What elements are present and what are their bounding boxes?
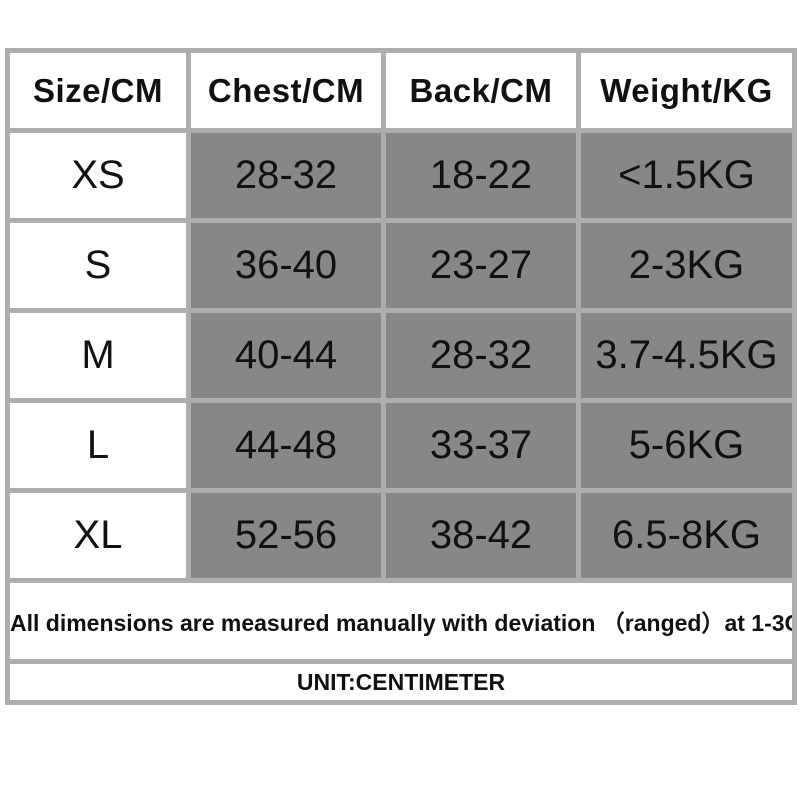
- chest-value: 40-44: [186, 308, 386, 403]
- deviation-notice-text: All dimensions are measured manually wit…: [5, 578, 797, 664]
- back-value: 23-27: [381, 218, 581, 313]
- table-row-xl: XL 52-56 38-42 6.5-8KG: [5, 488, 797, 583]
- weight-value: 3.7-4.5KG: [576, 308, 797, 403]
- weight-value: 5-6KG: [576, 398, 797, 493]
- header-size: Size/CM: [5, 48, 191, 133]
- header-row: Size/CM Chest/CM Back/CM Weight/KG: [5, 48, 797, 133]
- size-label: XS: [5, 128, 191, 223]
- table-row-m: M 40-44 28-32 3.7-4.5KG: [5, 308, 797, 403]
- size-label: M: [5, 308, 191, 403]
- chest-value: 44-48: [186, 398, 386, 493]
- unit-row: UNIT:CENTIMETER: [5, 659, 797, 705]
- table-row-l: L 44-48 33-37 5-6KG: [5, 398, 797, 493]
- table-row-s: S 36-40 23-27 2-3KG: [5, 218, 797, 313]
- size-chart-table: Size/CM Chest/CM Back/CM Weight/KG XS 28…: [5, 48, 797, 705]
- header-chest: Chest/CM: [186, 48, 386, 133]
- back-value: 38-42: [381, 488, 581, 583]
- notice-row: All dimensions are measured manually wit…: [5, 578, 797, 664]
- back-value: 28-32: [381, 308, 581, 403]
- header-back: Back/CM: [381, 48, 581, 133]
- back-value: 18-22: [381, 128, 581, 223]
- header-weight: Weight/KG: [576, 48, 797, 133]
- back-value: 33-37: [381, 398, 581, 493]
- size-label: L: [5, 398, 191, 493]
- chest-value: 36-40: [186, 218, 386, 313]
- table-row-xs: XS 28-32 18-22 <1.5KG: [5, 128, 797, 223]
- weight-value: <1.5KG: [576, 128, 797, 223]
- chest-value: 28-32: [186, 128, 386, 223]
- chest-value: 52-56: [186, 488, 386, 583]
- size-label: S: [5, 218, 191, 313]
- unit-text: UNIT:CENTIMETER: [5, 659, 797, 705]
- weight-value: 6.5-8KG: [576, 488, 797, 583]
- size-label: XL: [5, 488, 191, 583]
- weight-value: 2-3KG: [576, 218, 797, 313]
